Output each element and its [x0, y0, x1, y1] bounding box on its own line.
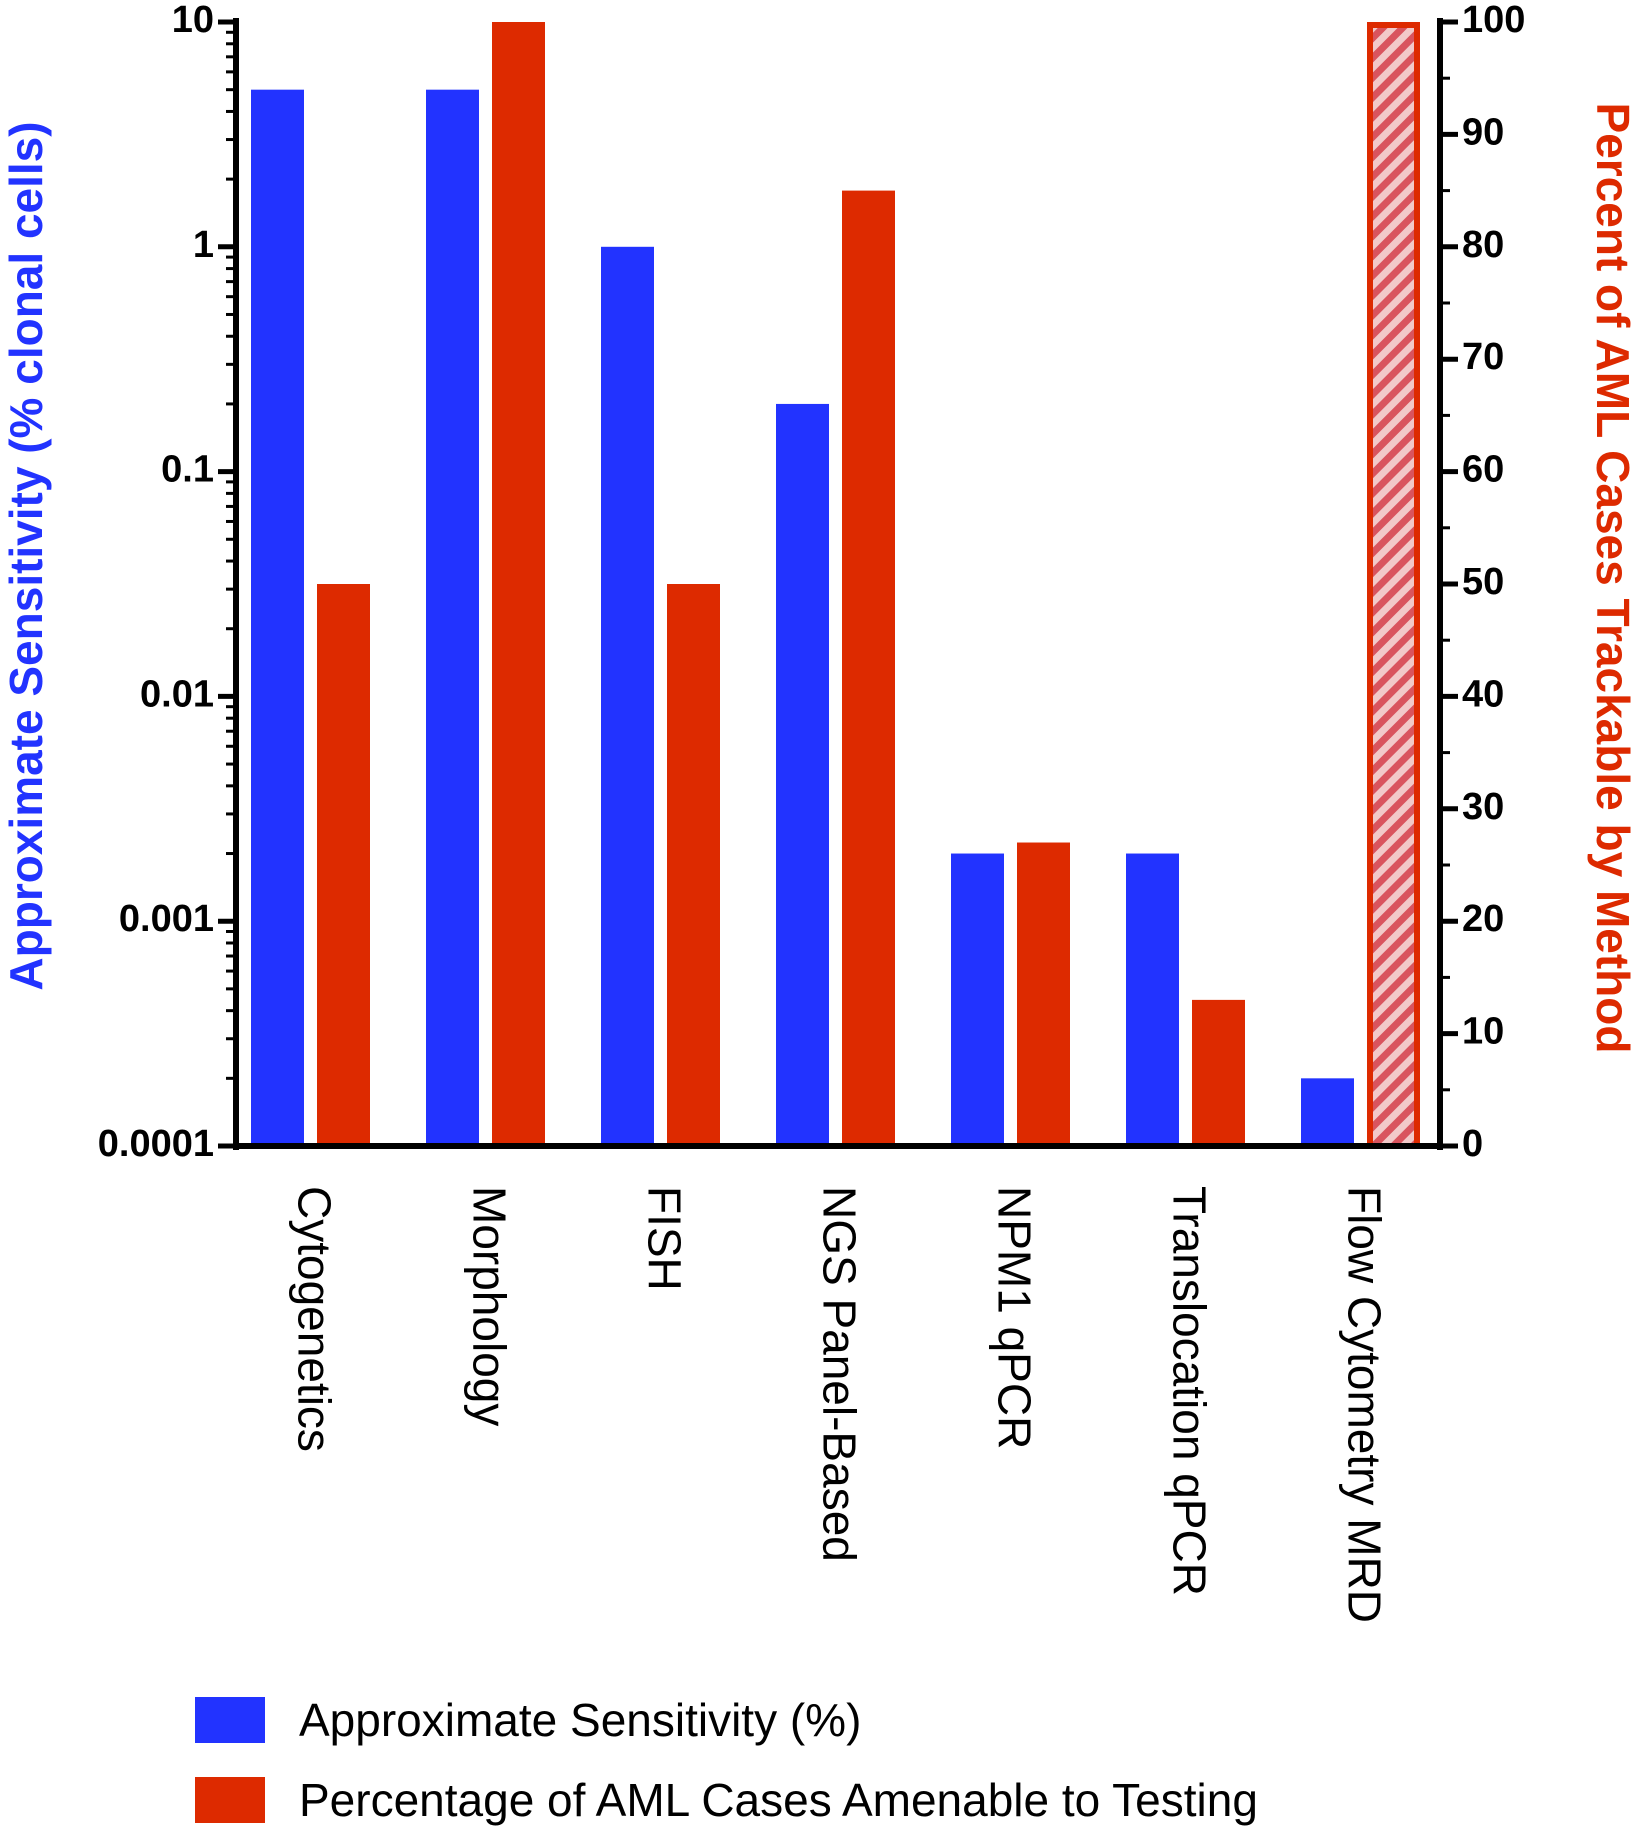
category-label-6: Flow Cytometry MRD — [1338, 1186, 1390, 1623]
bar-percentage-6 — [1367, 22, 1420, 1149]
bars-layer — [251, 22, 1420, 1149]
category-labels: Cytogenetics Morphology FISH NGS Panel-Base… — [288, 1186, 1390, 1623]
bar-sensitivity-2 — [601, 246, 654, 1147]
legend-swatch-blue — [195, 1697, 265, 1743]
left-tick-label: 0.1 — [161, 449, 214, 491]
bar-percentage-0 — [317, 584, 370, 1146]
bar-sensitivity-5 — [1126, 853, 1179, 1146]
left-tick-label: 10 — [172, 0, 214, 41]
legend-label-sensitivity: Approximate Sensitivity (%) — [299, 1694, 862, 1746]
right-tick-label: 100 — [1462, 0, 1525, 41]
right-tick-label: 0 — [1462, 1123, 1483, 1165]
left-tick-label: 0.001 — [119, 898, 214, 940]
category-label-3: NGS Panel-Based — [813, 1186, 865, 1562]
left-tick-label: 0.01 — [140, 673, 214, 715]
legend-label-percentage: Percentage of AML Cases Amenable to Test… — [299, 1774, 1258, 1826]
category-label-5: Translocation qPCR — [1163, 1186, 1215, 1596]
right-tick-label: 50 — [1462, 561, 1504, 603]
bar-sensitivity-0 — [251, 89, 304, 1147]
right-tick-label: 70 — [1462, 336, 1504, 378]
bar-sensitivity-1 — [426, 89, 479, 1147]
bar-sensitivity-3 — [776, 403, 829, 1146]
category-label-1: Morphology — [463, 1186, 515, 1426]
legend: Approximate Sensitivity (%) Percentage o… — [195, 1680, 1258, 1840]
bar-percentage-5 — [1192, 999, 1245, 1146]
bar-percentage-4 — [1017, 842, 1070, 1146]
bar-percentage-1 — [492, 22, 545, 1146]
left-axis-title: Approximate Sensitivity (% clonal cells) — [0, 121, 52, 990]
right-tick-label: 30 — [1462, 786, 1504, 828]
right-tick-label: 40 — [1462, 673, 1504, 715]
category-label-0: Cytogenetics — [288, 1186, 340, 1452]
legend-item-sensitivity: Approximate Sensitivity (%) — [195, 1680, 1258, 1760]
bar-percentage-2 — [667, 584, 720, 1146]
ticks-layer: 1010.10.010.0010.00011009080706050403020… — [98, 0, 1526, 1165]
bar-sensitivity-4 — [951, 853, 1004, 1146]
right-tick-label: 90 — [1462, 111, 1504, 153]
left-tick-label: 0.0001 — [98, 1123, 214, 1165]
category-label-4: NPM1 qPCR — [988, 1186, 1040, 1449]
right-axis-title: Percent of AML Cases Trackable by Method — [1587, 103, 1639, 1054]
bar-percentage-3 — [842, 190, 895, 1147]
left-tick-label: 1 — [193, 224, 214, 266]
category-label-2: FISH — [638, 1186, 690, 1291]
legend-swatch-red — [195, 1777, 265, 1823]
legend-item-percentage: Percentage of AML Cases Amenable to Test… — [195, 1760, 1258, 1840]
right-tick-label: 80 — [1462, 224, 1504, 266]
right-tick-label: 10 — [1462, 1011, 1504, 1053]
right-tick-label: 60 — [1462, 449, 1504, 491]
axes-layer — [233, 18, 1443, 1150]
right-tick-label: 20 — [1462, 898, 1504, 940]
bar-sensitivity-6 — [1301, 1078, 1354, 1146]
